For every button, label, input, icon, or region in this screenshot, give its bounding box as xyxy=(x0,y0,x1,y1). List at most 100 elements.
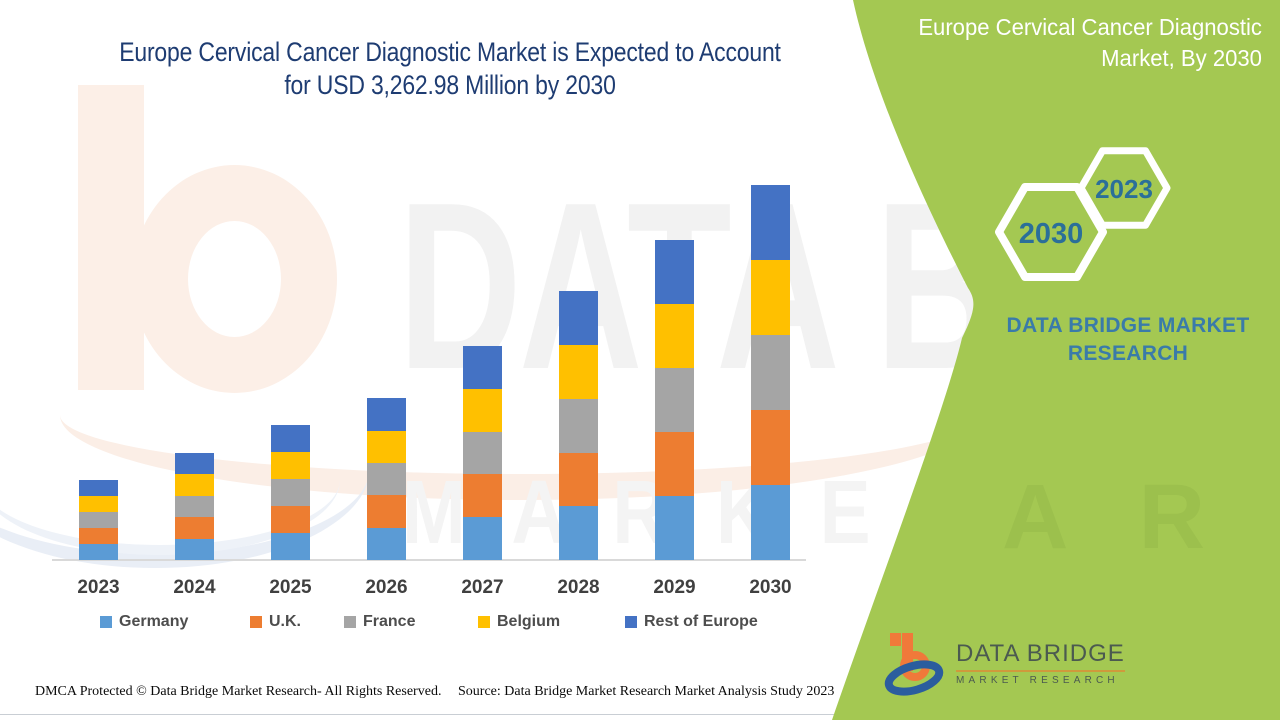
legend-swatch xyxy=(625,616,637,628)
logo-name: DATA BRIDGE xyxy=(956,640,1125,667)
bar-segment-u-k- xyxy=(463,474,502,518)
x-tick-label-2028: 2028 xyxy=(557,577,600,598)
legend-item-rest-of-europe: Rest of Europe xyxy=(625,613,758,631)
logo-b-flag xyxy=(890,633,901,646)
bar-segment-belgium xyxy=(271,451,310,479)
bar-segment-belgium xyxy=(175,474,214,496)
right-panel-title-line2: Market, By 2030 xyxy=(1101,45,1262,71)
bar-2030 xyxy=(751,185,790,560)
brand-name-text: DATA BRIDGE MARKET RESEARCH xyxy=(1006,314,1250,365)
legend-label: Rest of Europe xyxy=(644,613,758,630)
bar-segment-belgium xyxy=(655,304,694,369)
watermark-green-letters: A R C H xyxy=(1002,466,1280,568)
chart-title: Europe Cervical Cancer Diagnostic Market… xyxy=(97,36,803,102)
hexagon-2030-label: 2030 xyxy=(1019,218,1084,250)
bar-segment-germany xyxy=(271,532,310,560)
bar-segment-rest-of-europe xyxy=(559,291,598,346)
bar-segment-rest-of-europe xyxy=(79,480,118,497)
bar-segment-germany xyxy=(367,527,406,560)
legend-item-belgium: Belgium xyxy=(478,613,560,631)
bar-segment-u-k- xyxy=(175,517,214,539)
legend-swatch xyxy=(344,616,356,628)
legend-item-germany: Germany xyxy=(100,613,188,631)
x-tick-label-2027: 2027 xyxy=(461,577,504,598)
bar-segment-germany xyxy=(751,485,790,560)
right-panel-title-line1: Europe Cervical Cancer Diagnostic xyxy=(918,14,1262,40)
legend-swatch xyxy=(478,616,490,628)
legend-item-france: France xyxy=(344,613,415,631)
brand-logo-mark xyxy=(884,633,944,696)
legend-swatch xyxy=(250,616,262,628)
bar-segment-belgium xyxy=(79,496,118,513)
right-panel-background xyxy=(832,0,1280,720)
bar-segment-france xyxy=(367,463,406,496)
x-tick-label-2030: 2030 xyxy=(749,577,792,598)
bar-segment-germany xyxy=(463,517,502,560)
x-tick-label-2023: 2023 xyxy=(77,577,120,598)
logo-underline xyxy=(956,670,1125,672)
bar-2027 xyxy=(463,346,502,560)
bar-segment-rest-of-europe xyxy=(271,424,310,452)
logo-subtitle: MARKET RESEARCH xyxy=(956,675,1119,686)
legend-item-u-k-: U.K. xyxy=(250,613,301,631)
right-panel-title: Europe Cervical Cancer Diagnostic Market… xyxy=(918,12,1262,74)
chart-title-line2: for USD 3,262.98 Million by 2030 xyxy=(284,70,616,100)
x-axis-line xyxy=(52,559,806,561)
chart-title-line1: Europe Cervical Cancer Diagnostic Market… xyxy=(119,37,781,67)
dmca-copyright-text: DMCA Protected © Data Bridge Market Rese… xyxy=(35,684,442,699)
bar-segment-u-k- xyxy=(271,505,310,533)
bar-segment-rest-of-europe xyxy=(655,240,694,305)
x-tick-label-2024: 2024 xyxy=(173,577,216,598)
bar-2028 xyxy=(559,291,598,560)
bar-segment-france xyxy=(463,431,502,475)
bar-segment-france xyxy=(271,478,310,506)
bar-segment-france xyxy=(79,512,118,529)
bar-segment-rest-of-europe xyxy=(463,346,502,389)
watermark-swoosh-blue-inner xyxy=(0,405,340,555)
bar-segment-germany xyxy=(559,506,598,560)
x-tick-label-2026: 2026 xyxy=(365,577,408,598)
bar-segment-belgium xyxy=(367,430,406,464)
legend-label: Belgium xyxy=(497,613,561,630)
hexagon-2023-label: 2023 xyxy=(1095,174,1153,204)
bar-segment-france xyxy=(559,398,598,453)
legend-swatch xyxy=(100,616,112,628)
bar-segment-rest-of-europe xyxy=(175,453,214,475)
bar-2024 xyxy=(175,453,214,560)
watermark-logo-b-stem xyxy=(78,85,144,390)
bar-2025 xyxy=(271,424,310,560)
bar-2029 xyxy=(655,240,694,560)
bar-segment-u-k- xyxy=(559,452,598,507)
logo-text-block: DATA BRIDGE MARKET RESEARCH xyxy=(956,640,1125,686)
bar-segment-france xyxy=(751,335,790,410)
bar-segment-belgium xyxy=(751,260,790,335)
x-tick-label-2025: 2025 xyxy=(269,577,312,598)
x-tick-label-2029: 2029 xyxy=(653,577,696,598)
hexagon-2030 xyxy=(995,183,1107,281)
brand-logo: DATA BRIDGE MARKET RESEARCH xyxy=(884,630,1125,696)
bar-segment-u-k- xyxy=(751,410,790,485)
bar-2026 xyxy=(367,398,406,560)
legend-label: U.K. xyxy=(269,613,301,630)
bar-segment-germany xyxy=(79,544,118,560)
bar-segment-u-k- xyxy=(79,528,118,545)
logo-d-swoosh xyxy=(884,660,944,696)
bar-segment-rest-of-europe xyxy=(751,185,790,260)
legend-label: France xyxy=(363,613,416,630)
bar-segment-belgium xyxy=(463,388,502,432)
bar-segment-germany xyxy=(175,538,214,560)
bar-segment-u-k- xyxy=(367,495,406,528)
logo-b-stem xyxy=(902,633,913,671)
bar-segment-belgium xyxy=(559,345,598,399)
bar-segment-france xyxy=(655,368,694,433)
bar-segment-u-k- xyxy=(655,432,694,497)
bar-2023 xyxy=(79,480,118,560)
bar-segment-germany xyxy=(655,496,694,560)
legend-label: Germany xyxy=(119,613,189,630)
footer-divider-line xyxy=(0,714,900,715)
bar-segment-rest-of-europe xyxy=(367,398,406,431)
bar-segment-france xyxy=(175,495,214,518)
